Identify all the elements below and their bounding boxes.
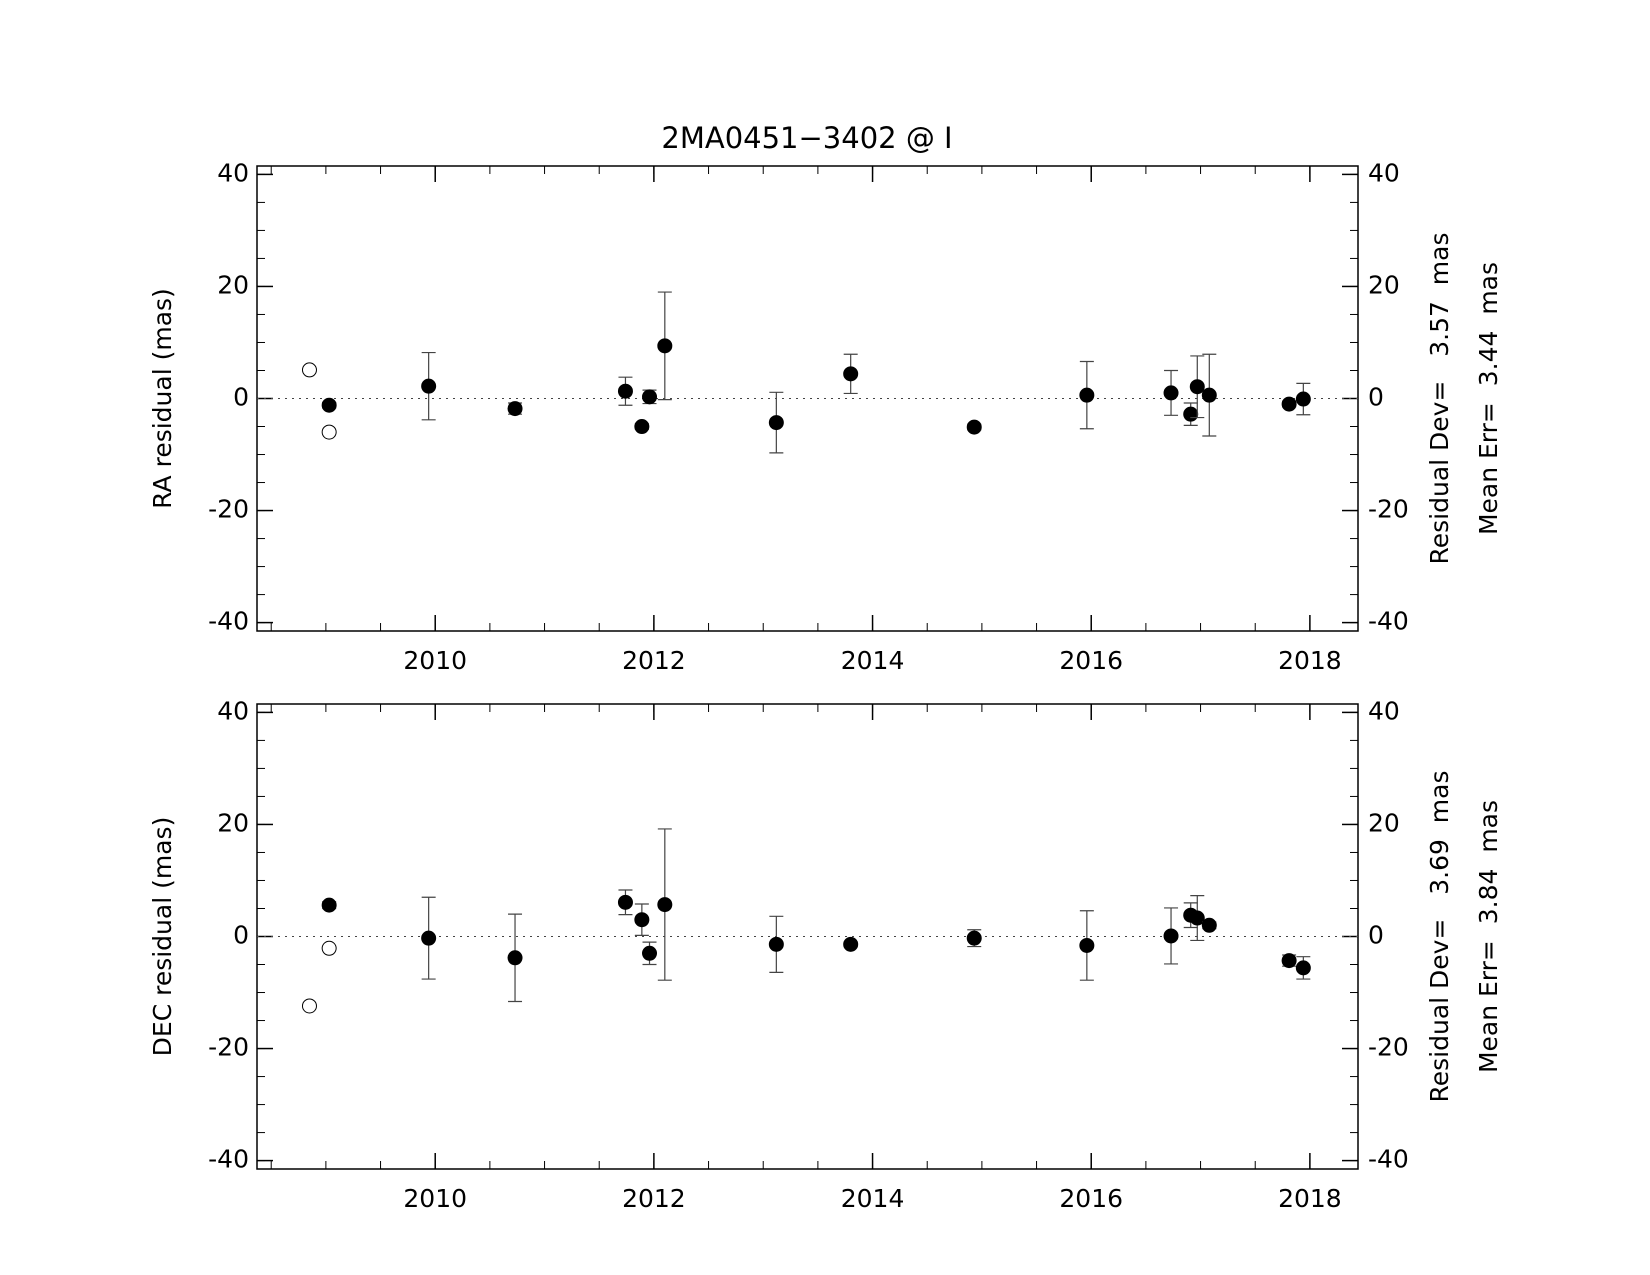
point xyxy=(768,415,784,431)
point xyxy=(1189,379,1205,395)
x-tick-label: 2016 xyxy=(1059,646,1123,675)
y2-tick-label: 20 xyxy=(1368,270,1400,299)
point xyxy=(642,389,658,405)
point xyxy=(1281,396,1297,412)
annotation: Residual Dev= 3.69 mas xyxy=(1425,771,1454,1103)
point xyxy=(966,419,982,435)
point xyxy=(634,912,650,928)
point xyxy=(1295,391,1311,407)
point xyxy=(634,419,650,435)
point xyxy=(768,936,784,952)
excluded-point xyxy=(321,424,337,440)
annotation: Mean Err= 3.84 mas xyxy=(1474,800,1503,1073)
y-axis-label: DEC residual (mas) xyxy=(148,817,177,1057)
y-axis-label: RA residual (mas) xyxy=(148,288,177,509)
y2-tick-label: -40 xyxy=(1368,1145,1409,1174)
point xyxy=(1295,960,1311,976)
x-tick-label: 2018 xyxy=(1278,1184,1342,1213)
point xyxy=(843,936,859,952)
x-tick-label: 2010 xyxy=(403,1184,467,1213)
y-tick-label: 20 xyxy=(217,270,249,299)
y-tick-label: 40 xyxy=(217,158,249,187)
y-tick-label: -20 xyxy=(208,495,249,524)
x-tick-label: 2012 xyxy=(622,1184,686,1213)
point xyxy=(507,401,523,417)
y2-tick-label: -20 xyxy=(1368,1033,1409,1062)
excluded-point xyxy=(321,940,337,956)
y-tick-label: -40 xyxy=(208,607,249,636)
point xyxy=(966,930,982,946)
y-tick-label: 40 xyxy=(217,696,249,725)
x-tick-label: 2012 xyxy=(622,646,686,675)
point xyxy=(1079,937,1095,953)
annotation: Mean Err= 3.44 mas xyxy=(1474,262,1503,535)
excluded-point xyxy=(301,362,317,378)
point xyxy=(843,366,859,382)
point xyxy=(321,397,337,413)
x-tick-label: 2016 xyxy=(1059,1184,1123,1213)
point xyxy=(1281,953,1297,969)
y-tick-label: -20 xyxy=(208,1033,249,1062)
point xyxy=(1163,385,1179,401)
x-tick-label: 2010 xyxy=(403,646,467,675)
y-tick-label: 0 xyxy=(233,921,249,950)
point xyxy=(1163,928,1179,944)
y2-tick-label: 40 xyxy=(1368,696,1400,725)
y2-tick-label: -20 xyxy=(1368,495,1409,524)
x-tick-label: 2014 xyxy=(841,1184,905,1213)
point xyxy=(1201,387,1217,403)
point xyxy=(657,897,673,913)
y2-tick-label: 0 xyxy=(1368,921,1384,950)
x-tick-label: 2014 xyxy=(841,646,905,675)
chart-title: 2MA0451−3402 @ I xyxy=(661,121,952,155)
point xyxy=(657,338,673,354)
point xyxy=(421,378,437,394)
point xyxy=(617,894,633,910)
point xyxy=(1201,917,1217,933)
point xyxy=(1183,406,1199,422)
y-tick-label: 0 xyxy=(233,383,249,412)
y2-tick-label: 0 xyxy=(1368,383,1384,412)
point xyxy=(1079,387,1095,403)
excluded-point xyxy=(301,998,317,1014)
plot-frame xyxy=(256,165,1359,632)
y-tick-label: -40 xyxy=(208,1145,249,1174)
point xyxy=(642,945,658,961)
y2-tick-label: 20 xyxy=(1368,808,1400,837)
y-tick-label: 20 xyxy=(217,808,249,837)
x-tick-label: 2018 xyxy=(1278,646,1342,675)
y2-tick-label: -40 xyxy=(1368,607,1409,636)
point xyxy=(421,930,437,946)
point xyxy=(321,897,337,913)
point xyxy=(1189,910,1205,926)
y2-tick-label: 40 xyxy=(1368,158,1400,187)
point xyxy=(507,950,523,966)
annotation: Residual Dev= 3.57 mas xyxy=(1425,233,1454,565)
point xyxy=(617,383,633,399)
